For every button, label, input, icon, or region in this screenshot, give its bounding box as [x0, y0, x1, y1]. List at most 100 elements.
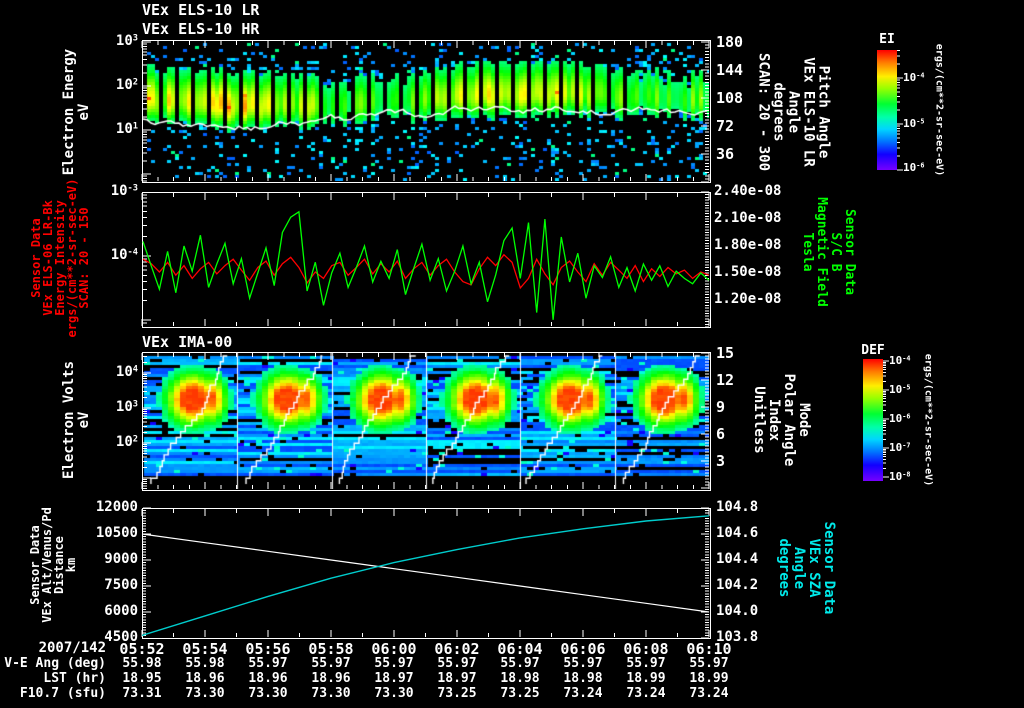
table-cell: 73.24: [689, 686, 729, 701]
table-cell: 55.98: [185, 656, 225, 671]
def-colorbar-tick: 10-6: [889, 412, 911, 425]
table-cell: 55.97: [689, 656, 729, 671]
time-label: 05:54: [182, 640, 228, 658]
table-cell: 55.97: [437, 656, 477, 671]
table-cell: 18.95: [122, 671, 162, 686]
table-cell: 18.96: [248, 671, 288, 686]
table-cell: 55.97: [248, 656, 288, 671]
panel1-y2tick: 72: [716, 117, 735, 135]
panel1-y2tick: 36: [716, 145, 735, 163]
panel4-ytick: 10500: [95, 525, 138, 541]
panel4-ytick: 6000: [104, 603, 138, 619]
panel4-ytick: 12000: [95, 499, 138, 515]
panel3-y2tick: 12: [716, 371, 735, 389]
panel3-ytick: 104: [115, 364, 138, 380]
els-spectrogram-canvas: [143, 41, 709, 181]
panel2-right-label: Sensor Data S/C B Magnetic Field Tesla: [800, 197, 857, 307]
table-row-label: F10.7 (sfu): [19, 686, 106, 701]
time-label: 06:06: [560, 640, 606, 658]
table-cell: 73.30: [311, 686, 351, 701]
table-row-label: V-E Ang (deg): [4, 656, 106, 671]
panel1-ytick: 101: [115, 121, 138, 137]
table-cell: 73.31: [122, 686, 162, 701]
table-cell: 55.97: [563, 656, 603, 671]
time-label: 06:08: [623, 640, 669, 658]
time-label: 05:56: [245, 640, 291, 658]
panel4-y2tick: 104.2: [716, 577, 759, 593]
ei-colorbar-gradient: [877, 50, 897, 170]
table-cell: 73.30: [374, 686, 414, 701]
panel4-y2tick: 104.0: [716, 603, 759, 619]
panel2-left-label: Sensor Data VEx ELS-06 LR-Bk Energy Inten…: [29, 178, 91, 338]
panel2-ytick: 10-3: [110, 183, 138, 199]
def-colorbar-units: ergs/(cm**2-sr-sec-eV): [922, 353, 934, 487]
panel1-y2tick: 144: [716, 61, 744, 79]
table-cell: 73.24: [563, 686, 603, 701]
table-cell: 18.99: [626, 671, 666, 686]
table-row-label: LST (hr): [43, 671, 106, 686]
panel3-y2tick: 9: [716, 398, 726, 416]
time-label: 06:10: [686, 640, 732, 658]
table-cell: 18.99: [689, 671, 729, 686]
panel1-title-line1: VEx ELS-10 LR: [142, 1, 260, 19]
panel4-ytick: 7500: [104, 577, 138, 593]
panel4-ytick: 4500: [104, 629, 138, 645]
table-cell: 73.25: [437, 686, 477, 701]
def-colorbar-tick: 10-8: [889, 470, 911, 483]
panel3-title: VEx IMA-00: [142, 333, 233, 351]
ei-colorbar-tick: 10-5: [903, 117, 925, 130]
panel1-y2tick: 180: [716, 33, 744, 51]
panel3-y2tick: 3: [716, 452, 726, 470]
time-label: 05:52: [119, 640, 165, 658]
panel4-y2tick: 104.6: [716, 525, 759, 541]
ima-spectrogram-canvas: [143, 353, 709, 489]
panel4-left-label: Sensor Data VEx Alt/Venus/Pd Distance km: [28, 507, 78, 623]
table-cell: 73.30: [185, 686, 225, 701]
def-colorbar-gradient: [863, 359, 883, 481]
def-colorbar-tick: 10-4: [889, 354, 911, 367]
table-cell: 55.97: [311, 656, 351, 671]
panel1-ylabel: Electron Energy eV: [61, 48, 92, 176]
table-cell: 18.97: [437, 671, 477, 686]
ei-colorbar-units: ergs/(cm**2-sr-sec-eV): [933, 43, 945, 177]
panel3-y2tick: 15: [716, 344, 735, 362]
panel2-ytick: 10-4: [110, 247, 138, 263]
table-cell: 55.97: [374, 656, 414, 671]
ei-colorbar-tick: 10-4: [903, 71, 925, 84]
panel2-y2tick: 2.40e-08: [714, 183, 782, 199]
table-cell: 55.98: [122, 656, 162, 671]
def-colorbar-tick: 10-7: [889, 441, 911, 454]
panel3-ytick: 103: [115, 399, 138, 415]
table-cell: 55.97: [500, 656, 540, 671]
table-cell: 18.96: [311, 671, 351, 686]
table-cell: 18.98: [500, 671, 540, 686]
date-label: 2007/142: [38, 640, 106, 656]
panel2-y2tick: 1.50e-08: [714, 264, 782, 280]
panel1-y2tick: 108: [716, 89, 744, 107]
ei-colorbar-tick: 10-6: [903, 161, 925, 174]
time-label: 06:00: [371, 640, 417, 658]
def-colorbar-title: DEF: [861, 343, 885, 358]
panel2-y2tick: 1.80e-08: [714, 237, 782, 253]
panel3-ylabel: Electron Volts eV: [61, 360, 92, 480]
time-label: 06:02: [434, 640, 480, 658]
panel4-y2tick: 104.4: [716, 551, 759, 567]
panel3-y2tick: 6: [716, 425, 726, 443]
panel1-ytick: 103: [115, 33, 138, 49]
panel1-title-line2: VEx ELS-10 HR: [142, 20, 260, 38]
panel4-right-label: Sensor Data VEx SZA Angle degrees: [776, 521, 837, 615]
panel4-ytick: 9000: [104, 551, 138, 567]
table-cell: 73.25: [500, 686, 540, 701]
panel3-right-label: Mode Polar Angle Index Unitless: [751, 373, 812, 467]
time-label: 06:04: [497, 640, 543, 658]
def-colorbar-tick: 10-5: [889, 383, 911, 396]
table-cell: 18.97: [374, 671, 414, 686]
time-label: 05:58: [308, 640, 354, 658]
panel2-y2tick: 2.10e-08: [714, 210, 782, 226]
table-cell: 73.24: [626, 686, 666, 701]
table-cell: 18.96: [185, 671, 225, 686]
ei-colorbar-title: EI: [879, 32, 895, 47]
table-cell: 55.97: [626, 656, 666, 671]
